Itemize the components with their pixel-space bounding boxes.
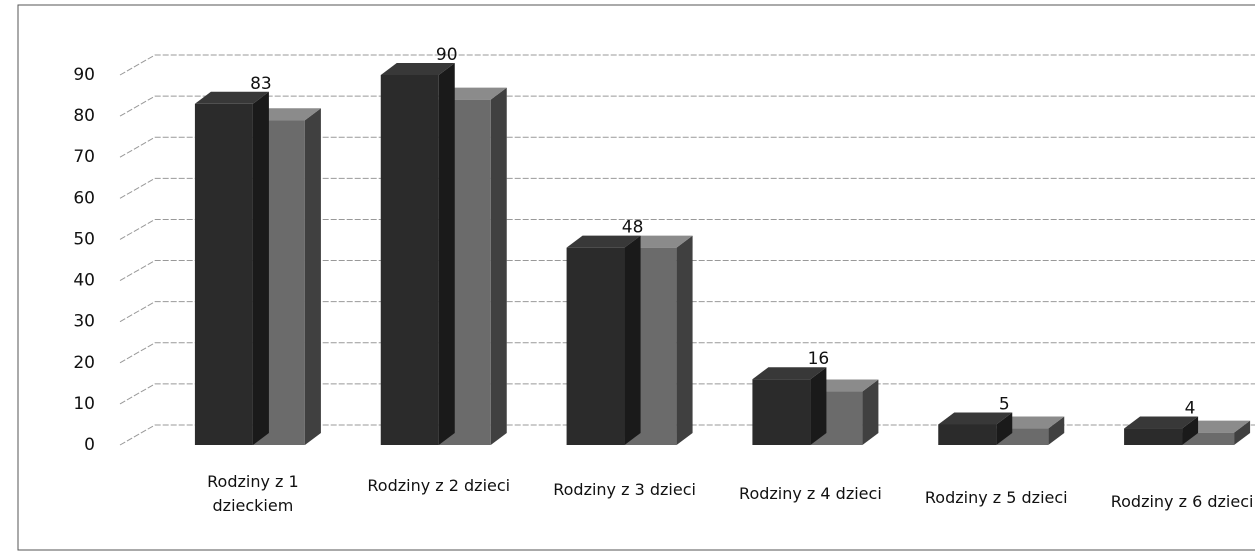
bar-side	[304, 108, 321, 445]
bar-front	[380, 75, 439, 445]
bar-front	[566, 247, 625, 445]
data-label: 90	[436, 45, 458, 65]
bar	[752, 367, 827, 445]
grid-line	[119, 260, 1255, 281]
grid-line	[119, 136, 1255, 158]
y-tick-label: 10	[73, 394, 95, 414]
x-tick-label: Rodziny z 4 dzieci	[739, 484, 882, 503]
bar-side	[1182, 416, 1199, 445]
bar-top	[938, 412, 1013, 425]
y-tick-label: 20	[73, 353, 95, 373]
x-tick-label: Rodziny z 1 dzieckiem	[207, 472, 299, 515]
bar-top	[380, 63, 455, 75]
bar-front	[1182, 432, 1235, 445]
y-tick-label: 70	[73, 147, 95, 167]
bar-side	[862, 379, 879, 445]
x-tick-label: Rodziny z 3 dzieci	[553, 480, 696, 499]
bar	[380, 63, 455, 445]
bar-side	[676, 235, 693, 445]
data-label: 5	[999, 394, 1010, 414]
grid-line	[119, 177, 1255, 199]
bar-top	[1124, 416, 1199, 429]
bar-top	[252, 108, 321, 121]
y-tick-label: 30	[73, 312, 95, 332]
bar	[194, 91, 269, 446]
x-tick-label: Rodziny z 6 dzieci	[1110, 492, 1254, 511]
y-tick-label: 40	[73, 271, 95, 291]
chart-frame	[17, 4, 1255, 551]
data-label: 16	[808, 349, 830, 369]
y-tick-label: 90	[73, 65, 95, 85]
bar-side	[996, 412, 1013, 445]
bar	[566, 235, 641, 445]
grid-line	[119, 383, 1255, 405]
x-tick-label: Rodziny z 5 dzieci	[924, 488, 1068, 507]
y-tick-label: 80	[73, 106, 95, 126]
bar-top	[566, 235, 641, 248]
bar-top	[194, 91, 269, 104]
bar-top	[1182, 420, 1251, 433]
bar-front	[752, 379, 811, 445]
bar-top	[624, 235, 693, 248]
grid-line	[119, 218, 1255, 240]
bar	[1182, 420, 1251, 445]
grid-line	[119, 54, 1255, 76]
bar-side	[252, 91, 269, 446]
bar	[1124, 416, 1199, 445]
bar-front	[194, 103, 253, 446]
grid-line	[119, 424, 1255, 446]
bar-side	[624, 235, 641, 445]
bar-top	[752, 367, 827, 380]
bar-side	[1234, 420, 1251, 445]
bar-front	[1124, 428, 1183, 445]
x-tick-label: Rodziny z 2 dzieci	[367, 476, 511, 495]
bar-side	[810, 367, 827, 445]
y-tick-label: 60	[73, 188, 95, 208]
bar	[938, 412, 1013, 445]
data-label: 4	[1185, 399, 1196, 419]
bar-side	[438, 63, 455, 445]
grid-line	[119, 301, 1255, 323]
y-tick-label: 50	[73, 229, 95, 249]
data-label: 83	[250, 74, 272, 94]
bar-side	[1048, 416, 1065, 445]
y-tick-label: 0	[84, 435, 95, 455]
grid-line	[119, 95, 1255, 117]
bar-front	[938, 424, 997, 445]
bar-top	[438, 87, 507, 100]
bar-side	[490, 87, 507, 446]
grid-line	[119, 342, 1255, 364]
bar-top	[810, 379, 879, 392]
bar-top	[996, 416, 1065, 429]
data-label: 48	[622, 218, 644, 238]
